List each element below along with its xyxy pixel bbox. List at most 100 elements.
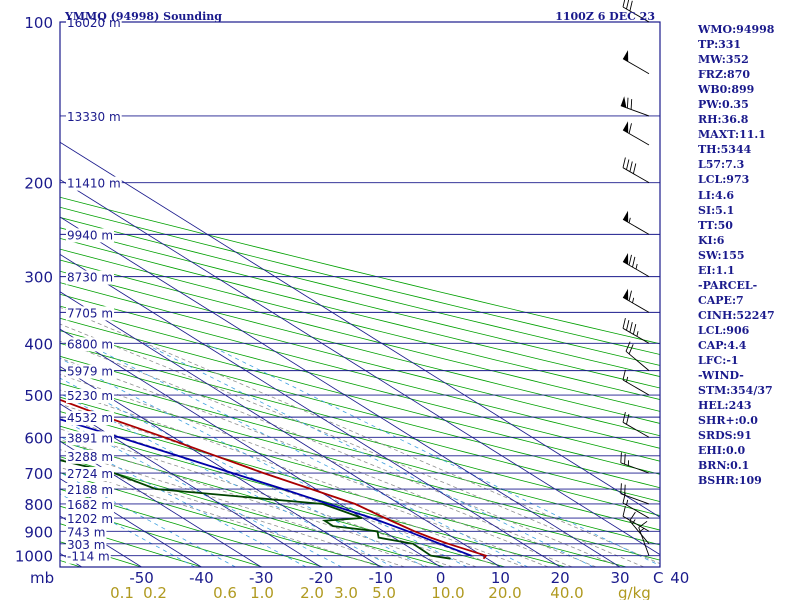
wind-barb [622,505,650,532]
pressure-label: 600 [24,429,53,447]
pressure-label: 500 [24,387,53,405]
height-label-backing [66,449,115,464]
dry-adiabat [60,369,660,531]
isotherm [60,403,322,567]
height-label-backing [66,389,115,404]
mixing-ratio-label: 20.0 [488,584,521,600]
wind-barb-flag [623,50,629,62]
wind-barb [622,121,650,146]
wind-barb-shaft [622,317,650,344]
index-item: -PARCEL- [698,278,758,292]
mixing-ratio-label: 1.0 [250,584,274,600]
wind-barb [629,511,650,545]
height-label: -114 m [67,550,110,564]
wind-barb-shaft [622,411,650,438]
wind-barb [622,50,650,75]
isotherm [60,366,382,567]
index-item: EI:1.1 [698,263,735,277]
wind-barb-shaft [622,369,650,396]
height-label: 3288 m [67,450,113,464]
wind-barb [622,317,650,344]
mixing-ratio-label: 10.0 [431,584,464,600]
dry-adiabat [60,488,324,567]
height-label-backing [66,537,107,552]
dry-adiabat [60,293,660,449]
isotherm [60,440,262,567]
index-item: LCL:973 [698,173,750,187]
temperature-label: -20 [309,569,334,587]
dry-adiabat [60,472,384,567]
index-item: WMO:94998 [698,23,775,36]
index-item: CAPE:7 [698,293,744,307]
pressure-label: 300 [24,269,53,287]
wind-barb-shaft [620,452,650,474]
dry-adiabat [60,317,660,475]
index-item: SW:155 [698,248,745,262]
height-label: 5979 m [67,365,113,379]
height-label: 2188 m [67,483,113,497]
dry-adiabat [60,227,660,378]
height-label-backing [66,176,122,191]
temperature-label: -40 [189,569,214,587]
height-label-backing [66,411,115,426]
wind-barb [622,210,650,235]
index-item: BSHR:109 [698,474,762,488]
temperature-label: -50 [129,569,154,587]
temperature-label: 20 [551,569,570,587]
isotherm [60,216,621,567]
wind-barb [622,157,650,184]
temperature-label: 30 [610,569,629,587]
height-label: 6800 m [67,337,113,351]
wind-barb-flag [623,288,629,301]
wind-barb [622,411,650,438]
height-label-backing [66,512,115,527]
mixing-ratio-label: 0.6 [213,584,237,600]
mixing-ratio-label: 0.2 [143,584,167,600]
wind-barb [620,452,650,474]
dewpoint-trace [60,459,451,560]
index-item: PW:0.35 [698,98,749,112]
dry-adiabat [60,330,660,489]
height-label: 5230 m [67,389,113,403]
dry-adiabat [60,282,660,437]
index-item: FRZ:870 [698,68,751,82]
index-item: TT:50 [698,218,733,232]
mixing-ratio-label: 2.0 [300,584,324,600]
wind-barb-shaft [625,341,650,371]
height-label-backing [66,364,115,379]
plot-frame [59,21,661,568]
wind-barb [622,369,650,396]
temperature-label: 0 [436,569,446,587]
mixing-ratio-line [60,418,342,567]
wind-barb-shaft [622,58,650,75]
height-label-backing [66,306,115,321]
height-label-backing [66,431,115,446]
mixing-ratio-line [205,342,660,567]
index-item: MAXT:11.1 [698,128,766,142]
index-item: TH:5344 [698,143,752,157]
index-item: RH:36.8 [698,113,749,127]
moist-adiabat [60,340,621,567]
height-label: 4532 m [67,411,113,425]
height-label-backing [66,525,107,540]
moist-adiabat [60,306,660,565]
dry-adiabat [0,22,20,567]
index-item: CINH:52247 [698,308,775,322]
mixing-ratio-label: 0.1 [110,584,134,600]
height-label-backing [66,497,115,512]
mixing-ratio-line [143,342,594,567]
dry-adiabat [60,237,660,389]
dry-adiabat [60,248,660,400]
height-label: 303 m [67,538,105,552]
index-item: BRN:0.1 [698,459,750,473]
isotherm [60,291,501,567]
mixing-ratio-label: 3.0 [334,584,358,600]
temperature-trace [60,398,488,560]
mixing-ratio-line [85,342,529,567]
mixing-ratio-label: 40.0 [550,584,583,600]
mixing-ratio-label: 5.0 [372,584,396,600]
index-item: SHR+:0.0 [698,414,758,428]
height-label-backing [66,16,122,30]
moist-adiabat [60,428,477,567]
